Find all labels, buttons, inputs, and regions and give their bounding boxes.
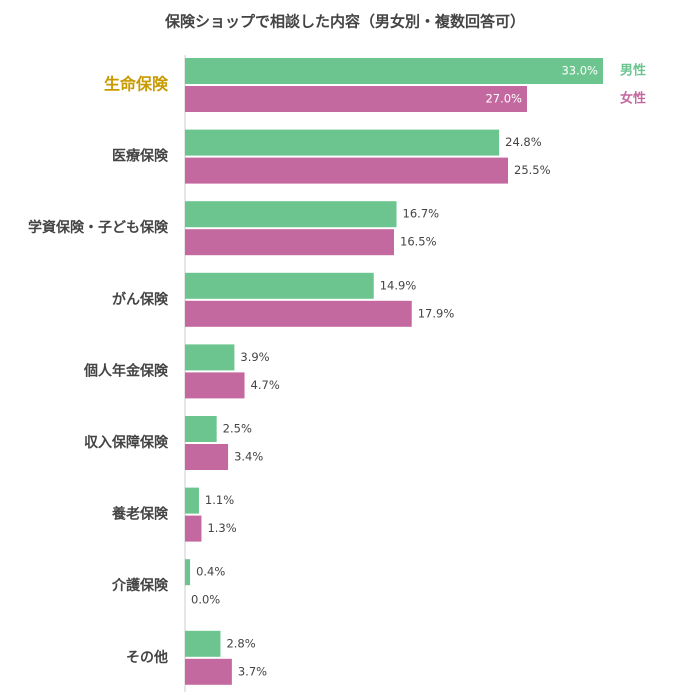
bar [185, 86, 527, 112]
bar [185, 444, 229, 470]
bar [185, 658, 232, 685]
legend-label: 女性 [620, 91, 646, 107]
bar [185, 229, 394, 256]
value-label: 2.5% [223, 422, 252, 436]
category-label: その他 [126, 649, 168, 666]
value-label: 27.0% [485, 92, 522, 106]
category-label: 医療保険 [112, 148, 169, 165]
value-label: 33.0% [561, 64, 598, 78]
value-label: 2.8% [226, 636, 255, 650]
category-label: 養老保険 [111, 506, 169, 523]
value-label: 3.4% [234, 450, 263, 464]
category-label: 介護保険 [111, 577, 169, 594]
bar [185, 201, 397, 228]
bar [185, 129, 500, 156]
bar [185, 487, 199, 514]
legend-label: 男性 [620, 63, 646, 79]
category-label: 学資保険・子ども保険 [28, 219, 169, 236]
category-label: がん保険 [112, 291, 169, 308]
bar [185, 515, 202, 542]
bar [185, 559, 191, 586]
value-label: 0.0% [191, 593, 220, 607]
value-label: 4.7% [251, 378, 280, 392]
value-label: 1.3% [207, 521, 236, 535]
bar [185, 416, 217, 442]
value-label: 16.7% [403, 207, 440, 221]
value-label: 3.9% [240, 350, 269, 364]
category-label: 生命保険 [104, 75, 169, 94]
value-label: 16.5% [400, 235, 437, 249]
value-label: 17.9% [418, 306, 455, 320]
value-label: 1.1% [205, 493, 234, 507]
chart-title: 保険ショップで相談した内容（男女別・複数回答可） [164, 13, 525, 31]
bar [185, 58, 603, 84]
category-label: 個人年金保険 [83, 362, 169, 379]
value-label: 3.7% [238, 664, 267, 678]
category-label: 収入保障保険 [84, 434, 169, 451]
bar [185, 272, 374, 299]
bar [185, 157, 508, 184]
bar [185, 630, 221, 657]
bar [185, 300, 412, 327]
value-label: 24.8% [505, 135, 542, 149]
value-label: 0.4% [196, 565, 225, 579]
bar [185, 372, 245, 399]
value-label: 14.9% [380, 278, 417, 292]
bar [185, 344, 235, 371]
value-label: 25.5% [514, 163, 551, 177]
